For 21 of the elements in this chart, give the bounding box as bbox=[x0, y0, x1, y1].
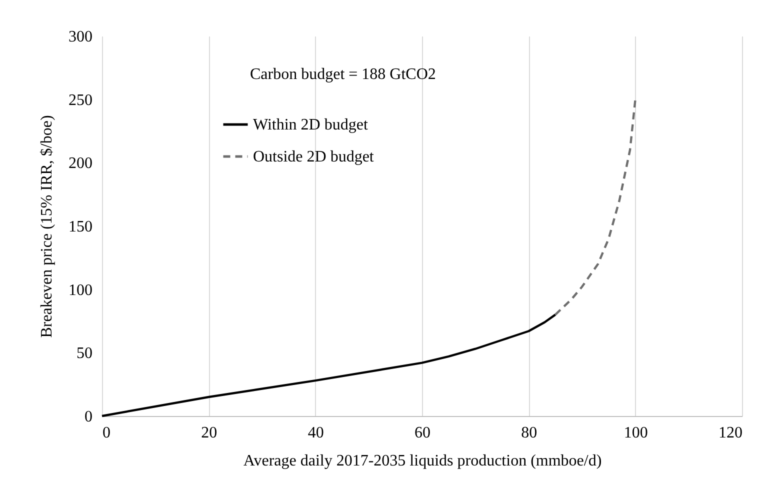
y-tick-label: 150 bbox=[68, 218, 92, 236]
x-tick-label: 20 bbox=[201, 424, 218, 442]
legend-label: Outside 2D budget bbox=[253, 148, 374, 166]
x-tick-label: 80 bbox=[521, 424, 538, 442]
y-tick-label: 300 bbox=[68, 28, 92, 46]
y-axis-title: Breakeven price (15% IRR, $/boe) bbox=[38, 115, 56, 338]
x-axis-title: Average daily 2017-2035 liquids production (mmboe/d) bbox=[243, 452, 602, 470]
legend-label: Within 2D budget bbox=[253, 116, 368, 134]
y-tick-label: 250 bbox=[68, 92, 92, 109]
y-tick-label: 100 bbox=[68, 282, 92, 299]
x-tick-label: 0 bbox=[102, 424, 110, 442]
x-tick-label: 120 bbox=[718, 424, 742, 442]
x-tick-label: 40 bbox=[308, 424, 324, 442]
annotation: Carbon budget = 188 GtCO2 bbox=[250, 66, 436, 83]
x-tick-label: 100 bbox=[624, 424, 648, 442]
line-series bbox=[100, 314, 556, 418]
y-tick-label: 0 bbox=[84, 408, 92, 426]
y-tick-label: 50 bbox=[76, 345, 92, 362]
x-tick-label: 60 bbox=[414, 424, 430, 442]
line-series bbox=[554, 98, 636, 316]
y-tick-label: 200 bbox=[68, 155, 92, 172]
